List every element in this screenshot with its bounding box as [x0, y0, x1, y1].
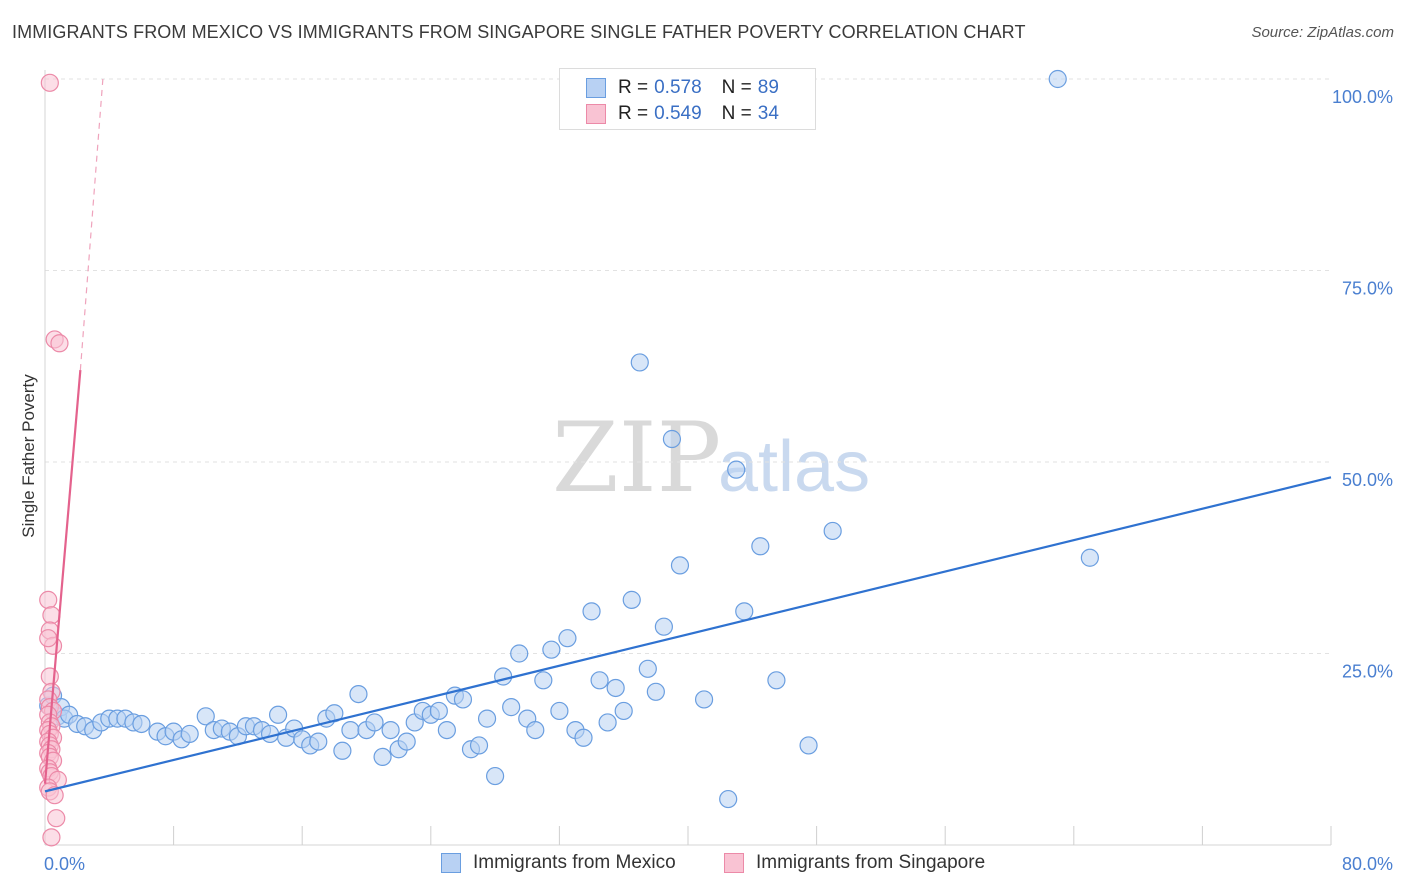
legend-n-value-mexico: 89 [757, 77, 779, 98]
chart-title: IMMIGRANTS FROM MEXICO VS IMMIGRANTS FRO… [12, 22, 1026, 42]
data-point-mexico [654, 617, 673, 636]
data-point-mexico [1048, 69, 1067, 89]
data-point-mexico [823, 521, 842, 541]
data-point-mexico [453, 690, 473, 709]
legend-n-label: N = [721, 103, 752, 124]
data-point-mexico [558, 629, 577, 648]
trend-line-singapore [43, 369, 82, 784]
data-point-mexico [502, 698, 521, 717]
trend-lines [43, 78, 1332, 793]
bottom-legend-mexico: Immigrants from Mexico [441, 852, 676, 874]
data-point-mexico [180, 724, 199, 744]
correlation-legend: R = 0.578 N = 89 R = 0.549 N = 34 [559, 68, 816, 130]
data-point-mexico [486, 766, 505, 786]
data-point-mexico [437, 720, 456, 740]
data-point-mexico [694, 690, 714, 709]
data-point-singapore [42, 828, 61, 847]
data-point-mexico [333, 741, 352, 760]
data-point-mexico [365, 713, 384, 732]
data-point-singapore [50, 334, 69, 353]
legend-swatch-singapore [724, 853, 744, 873]
data-point-mexico [494, 667, 513, 686]
legend-swatch-mexico [441, 853, 461, 873]
data-point-mexico [268, 705, 288, 724]
trend-line-singapore-extension [79, 78, 104, 371]
data-point-mexico [590, 671, 609, 690]
x-tick-label: 80.0% [1342, 854, 1393, 874]
data-point-mexico [341, 720, 360, 740]
data-point-mexico [373, 747, 392, 767]
legend-r-value-mexico: 0.578 [654, 77, 702, 98]
data-point-mexico [469, 736, 489, 755]
legend-n-value-singapore: 34 [757, 103, 779, 124]
data-point-mexico [1080, 548, 1099, 567]
data-point-singapore [39, 629, 58, 648]
data-point-mexico [542, 640, 561, 659]
data-point-singapore [42, 606, 61, 625]
data-point-mexico [429, 701, 448, 721]
legend-row-mexico: R = 0.578 N = 89 [586, 76, 779, 100]
data-point-mexico [767, 671, 786, 690]
data-point-mexico [510, 644, 529, 663]
trend-line-mexico [44, 476, 1332, 793]
data-point-mexico [670, 556, 690, 575]
data-point-mexico [132, 714, 151, 734]
y-tick-label: 100.0% [1332, 87, 1393, 107]
watermark: ZIP atlas [552, 402, 870, 514]
data-point-mexico [598, 713, 617, 732]
data-point-singapore [47, 809, 66, 828]
data-point-mexico [349, 684, 368, 704]
legend-swatch-singapore [586, 104, 606, 124]
bottom-legend-singapore: Immigrants from Singapore [724, 852, 985, 874]
data-point-mexico [727, 460, 746, 479]
data-point-singapore [40, 73, 59, 92]
data-point-mexico [477, 709, 497, 728]
data-point-mexico [662, 429, 682, 449]
data-point-mexico [196, 707, 215, 726]
data-point-mexico [614, 701, 633, 721]
legend-label-singapore: Immigrants from Singapore [756, 852, 986, 873]
legend-r-value-singapore: 0.549 [654, 103, 702, 124]
legend-swatch-mexico [586, 78, 606, 98]
legend-r-label: R = [618, 77, 649, 98]
data-point-mexico [751, 537, 770, 556]
data-point-mexico [646, 682, 665, 701]
data-point-mexico [630, 353, 649, 372]
y-axis-label: Single Father Poverty [19, 374, 38, 538]
data-point-mexico [735, 602, 754, 621]
y-tick-label: 75.0% [1342, 279, 1393, 299]
data-point-mexico [309, 732, 328, 751]
y-tick-label: 25.0% [1342, 662, 1393, 682]
x-tick-label: 0.0% [44, 854, 85, 874]
data-point-mexico [526, 720, 545, 740]
legend-label-mexico: Immigrants from Mexico [473, 852, 676, 873]
data-point-mexico [606, 678, 625, 698]
legend-row-singapore: R = 0.549 N = 34 [586, 102, 779, 126]
data-point-mexico [799, 736, 818, 755]
data-point-mexico [574, 728, 593, 747]
data-point-mexico [534, 671, 553, 690]
watermark-zip: ZIP [552, 402, 721, 514]
data-point-mexico [582, 602, 601, 621]
y-tick-label: 50.0% [1342, 470, 1393, 490]
data-point-mexico [719, 789, 738, 809]
data-point-mexico [381, 720, 400, 740]
source-label: Source: ZipAtlas.com [1251, 24, 1394, 41]
legend-n-label: N = [721, 77, 752, 98]
series-mexico [39, 69, 1099, 809]
series-singapore [39, 73, 69, 847]
tick-labels: 25.0% 50.0% 75.0% 100.0% 0.0% 80.0% [44, 87, 1393, 874]
data-point-mexico [638, 659, 657, 678]
data-point-mexico [550, 701, 569, 721]
legend-r-label: R = [618, 103, 649, 124]
data-point-mexico [397, 732, 416, 751]
data-point-mexico [622, 590, 641, 609]
data-point-singapore [39, 590, 58, 609]
